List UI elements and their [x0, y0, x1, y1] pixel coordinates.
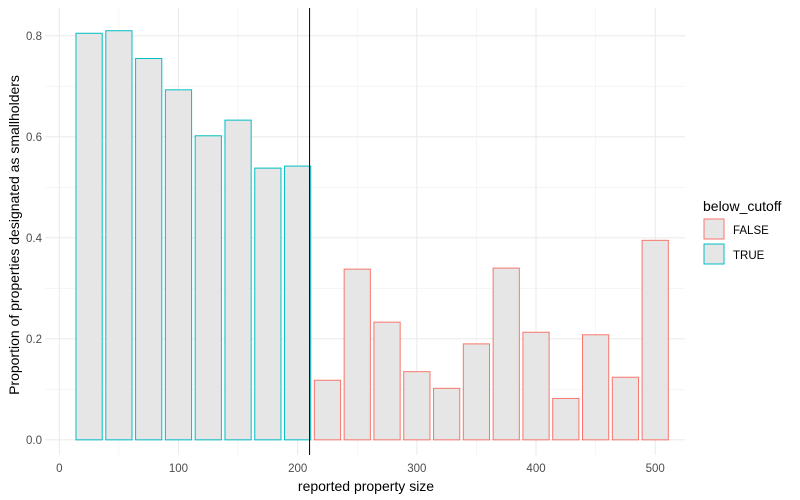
bar-false — [462, 343, 491, 441]
y-tick-label: 0.4 — [26, 233, 43, 245]
bar-false — [582, 334, 610, 441]
x-tick-label: 0 — [56, 463, 62, 475]
y-tick-label: 0.6 — [26, 132, 42, 144]
bar-false — [373, 321, 401, 441]
bar-true — [194, 135, 222, 441]
bar-false — [611, 376, 640, 441]
bar-true — [224, 119, 252, 441]
y-tick-label: 0.0 — [26, 435, 42, 447]
x-tick-label: 200 — [288, 463, 307, 475]
bar-false — [552, 397, 580, 441]
x-axis-ticks: 0 100 200 300 400 500 — [56, 463, 665, 475]
y-tick-label: 0.2 — [26, 334, 42, 346]
legend-label: TRUE — [733, 250, 765, 262]
bar-true — [164, 89, 193, 441]
bar-false — [403, 371, 431, 441]
legend-key-false — [703, 218, 725, 240]
bar-false — [641, 239, 669, 441]
y-axis-ticks: 0.0 0.2 0.4 0.6 0.8 — [26, 31, 43, 447]
bar-true — [254, 167, 282, 441]
bar-false — [492, 267, 520, 441]
legend-key-true — [703, 243, 725, 265]
y-axis-label: Proportion of properties designated as s… — [6, 75, 22, 395]
y-tick-label: 0.8 — [26, 31, 42, 43]
bar-false — [433, 387, 461, 441]
x-tick-label: 100 — [169, 463, 188, 475]
bar-false — [343, 268, 371, 441]
x-tick-label: 500 — [646, 463, 665, 475]
bar-false — [313, 379, 342, 441]
x-axis-label: reported property size — [298, 478, 434, 494]
bar-true — [284, 165, 312, 441]
bar-true — [135, 58, 163, 441]
x-tick-label: 400 — [526, 463, 545, 475]
bars — [75, 30, 669, 441]
x-tick-label: 300 — [407, 463, 426, 475]
legend-entries: FALSE TRUE — [703, 218, 769, 265]
legend-label: FALSE — [733, 225, 769, 237]
legend: below_cutoff FALSE TRUE — [703, 198, 781, 265]
bar-true — [105, 30, 133, 441]
bar-true — [75, 32, 103, 441]
legend-title: below_cutoff — [703, 198, 781, 214]
bar-false — [522, 331, 550, 441]
